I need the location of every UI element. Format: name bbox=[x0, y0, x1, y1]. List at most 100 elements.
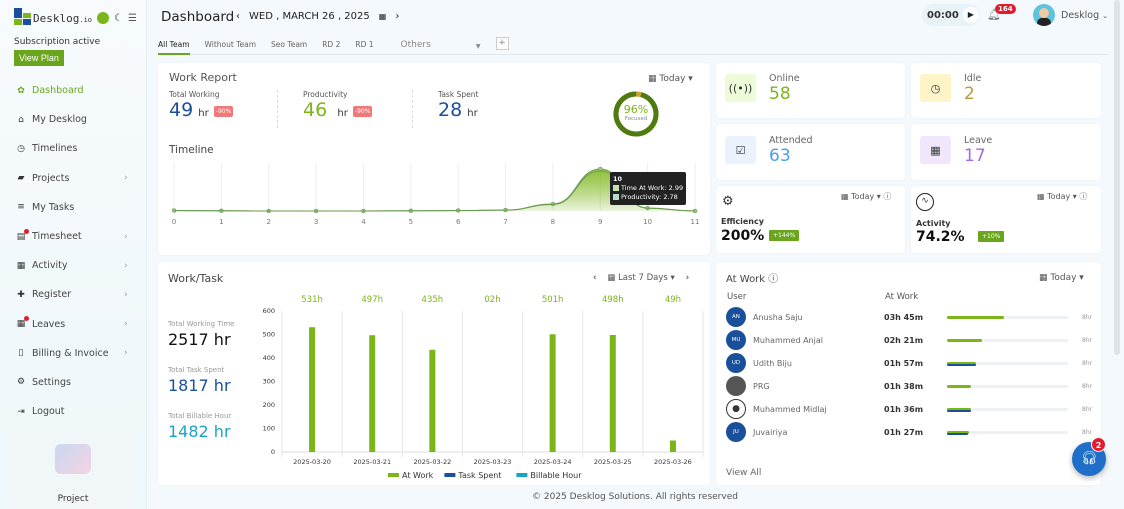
sidebar: Desklog.io ☾ ☰ Subscription active View … bbox=[0, 0, 147, 509]
sidebar-item-my-tasks[interactable]: ≡ My Tasks bbox=[0, 193, 147, 222]
plus-icon: ✚ bbox=[17, 289, 25, 300]
task-fill bbox=[947, 409, 972, 412]
x-tick-label: 5 bbox=[409, 218, 413, 226]
leave-card[interactable]: ▦ Leave 17 bbox=[911, 124, 1101, 180]
project-illustration-icon bbox=[55, 444, 91, 474]
home-icon: ⌂ bbox=[18, 114, 24, 125]
moon-icon[interactable]: ☾ bbox=[114, 12, 123, 24]
tab-rd-1[interactable]: RD 1 bbox=[355, 40, 374, 49]
sidebar-item-my-desklog[interactable]: ⌂ My Desklog bbox=[0, 105, 147, 134]
bar-at-work[interactable] bbox=[669, 440, 676, 452]
at-work-filter[interactable]: ▦ Today ▾ bbox=[1039, 273, 1084, 283]
calendar-icon: ▦ bbox=[16, 316, 29, 329]
bar-at-work[interactable] bbox=[549, 334, 556, 452]
prev-date-icon[interactable]: ‹ bbox=[236, 11, 240, 22]
x-tick-label: 9 bbox=[598, 218, 602, 226]
view-all-link[interactable]: View All bbox=[726, 468, 762, 478]
bar-top-label: 501h bbox=[542, 295, 564, 305]
stat-unit: hr bbox=[337, 108, 348, 119]
stat-value: 58 bbox=[769, 84, 791, 104]
next-date-icon[interactable]: › bbox=[395, 11, 400, 22]
list-item[interactable]: ● Muhammed Midlaj 01h 36m 8hr bbox=[726, 399, 1096, 419]
view-plan-button[interactable]: View Plan bbox=[14, 50, 64, 66]
activity-card: ∿ ▦ Today ▾ ⓘ Activity 74.2% +10% bbox=[911, 186, 1101, 253]
theme-toggle[interactable]: ☾ ☰ bbox=[97, 12, 137, 24]
max-hours: 8hr bbox=[1082, 405, 1093, 413]
sidebar-item-timelines[interactable]: ◷ Timelines bbox=[0, 134, 147, 163]
page-scrollbar[interactable] bbox=[1114, 0, 1120, 355]
bar-at-work[interactable] bbox=[609, 334, 616, 452]
sidebar-item-dashboard[interactable]: ✿ Dashboard bbox=[0, 76, 147, 105]
activity-filter[interactable]: ▦ Today ▾ ⓘ bbox=[1037, 192, 1088, 201]
attended-card[interactable]: ☑ Attended 63 bbox=[716, 124, 905, 180]
menu-collapse-icon[interactable]: ☰ bbox=[127, 12, 137, 24]
info-icon[interactable]: ⓘ bbox=[768, 274, 779, 285]
user-avatar[interactable] bbox=[1033, 4, 1055, 26]
legend-label[interactable]: Billable Hour bbox=[530, 471, 582, 480]
user-name: Anusha Saju bbox=[753, 312, 803, 322]
calendar-icon[interactable]: ▦ bbox=[378, 12, 387, 21]
idle-card[interactable]: ◷ Idle 2 bbox=[911, 63, 1101, 118]
promo-card[interactable]: Project bbox=[9, 428, 137, 509]
sidebar-item-leaves[interactable]: ▦ Leaves › bbox=[0, 310, 147, 339]
data-point[interactable] bbox=[598, 166, 603, 172]
at-work-time: 03h 45m bbox=[884, 312, 924, 322]
avatar: AN bbox=[726, 307, 746, 327]
clock-icon: ◷ bbox=[17, 143, 25, 154]
sidebar-item-label: Register bbox=[32, 289, 72, 301]
light-mode-icon[interactable] bbox=[97, 12, 109, 24]
x-tick-label: 2025-03-22 bbox=[413, 458, 451, 466]
total-working-stat: Total Working 49 hr -90% bbox=[169, 90, 234, 121]
timeline-tooltip: 10 Time At Work: 2.99 Productivity: 2.78 bbox=[610, 172, 687, 205]
tab-seo-team[interactable]: Seo Team bbox=[271, 40, 308, 49]
sidebar-item-projects[interactable]: ▰ Projects › bbox=[0, 164, 147, 193]
sidebar-item-timesheet[interactable]: ▤ Timesheet › bbox=[0, 222, 147, 251]
progress-bar bbox=[947, 315, 1068, 319]
max-hours: 8hr bbox=[1082, 336, 1093, 344]
bar-at-work[interactable] bbox=[429, 349, 436, 452]
range-dropdown[interactable]: ▦ Last 7 Days ▾ bbox=[607, 273, 675, 283]
legend-label[interactable]: Task Spent bbox=[457, 471, 501, 480]
x-tick-label: 4 bbox=[361, 218, 366, 226]
next-range-icon[interactable]: › bbox=[685, 273, 690, 283]
info-icon[interactable]: ⓘ bbox=[883, 192, 892, 201]
stat-label: Total Working bbox=[169, 90, 220, 99]
avatar: MU bbox=[726, 330, 746, 350]
list-item[interactable]: AN Anusha Saju 03h 45m 8hr bbox=[726, 307, 1096, 327]
prev-range-icon[interactable]: ‹ bbox=[593, 273, 597, 283]
bar-at-work[interactable] bbox=[369, 335, 376, 452]
sidebar-item-logout[interactable]: ⇥ Logout bbox=[0, 397, 147, 426]
brand-suffix: .io bbox=[79, 16, 93, 24]
bar-at-work[interactable] bbox=[309, 327, 316, 452]
sidebar-item-register[interactable]: ✚ Register › bbox=[0, 280, 147, 309]
tab-without-team[interactable]: Without Team bbox=[204, 40, 257, 49]
stat-label: Activity bbox=[916, 219, 951, 228]
user-menu[interactable]: Desklog ⌄ bbox=[1061, 10, 1108, 21]
change-badge: +10% bbox=[978, 231, 1005, 242]
list-item[interactable]: PRG 01h 38m 8hr bbox=[726, 376, 1096, 396]
tab-all-team[interactable]: All Team bbox=[158, 38, 190, 55]
efficiency-filter[interactable]: ▦ Today ▾ ⓘ bbox=[841, 192, 892, 201]
tooltip-time-at-work: Time At Work: 2.99 bbox=[621, 184, 684, 192]
tab-others-dropdown[interactable]: Others ▼ bbox=[401, 38, 481, 55]
work-fill bbox=[947, 361, 977, 365]
tab-rd-2[interactable]: RD 2 bbox=[322, 40, 341, 49]
bar-top-label: 49h bbox=[665, 295, 681, 305]
online-card[interactable]: ((•)) Online 58 bbox=[716, 63, 905, 118]
info-icon[interactable]: ⓘ bbox=[1079, 192, 1088, 201]
sidebar-item-billing-invoice[interactable]: ▯ Billing & Invoice › bbox=[0, 339, 147, 368]
sidebar-item-activity[interactable]: ▦ Activity › bbox=[0, 251, 147, 280]
list-item[interactable]: UD Udith Biju 01h 57m 8hr bbox=[726, 353, 1096, 373]
play-icon[interactable]: ▶ bbox=[962, 7, 979, 23]
filter-label: Today bbox=[1050, 273, 1077, 283]
list-item[interactable]: JU Juvairiya 01h 27m 8hr bbox=[726, 422, 1096, 442]
bar-top-label: 531h bbox=[301, 295, 323, 305]
x-tick-label: 2025-03-25 bbox=[594, 458, 632, 466]
x-tick-label: 10 bbox=[643, 218, 652, 226]
sidebar-item-settings[interactable]: ⚙ Settings bbox=[0, 368, 147, 397]
brand-logo[interactable]: Desklog.io bbox=[14, 8, 92, 25]
work-report-filter[interactable]: ▦ Today ▾ bbox=[648, 74, 693, 84]
list-item[interactable]: MU Muhammed Anjal 02h 21m 8hr bbox=[726, 330, 1096, 350]
legend-label[interactable]: At Work bbox=[402, 471, 434, 480]
add-tab-button[interactable]: + bbox=[495, 37, 509, 50]
